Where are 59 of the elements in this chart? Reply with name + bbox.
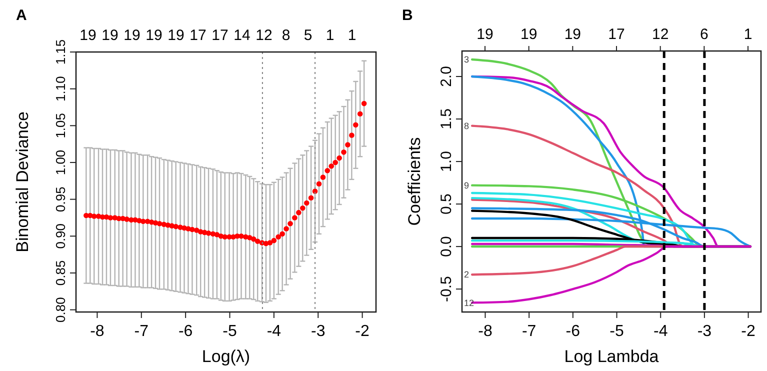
y-tick-label: 1.05 (53, 113, 68, 138)
text: 12 (256, 27, 272, 44)
text: 19 (124, 27, 140, 44)
y-tick-label: 0.80 (53, 297, 68, 322)
text: 17 (212, 27, 228, 44)
text: 14 (234, 27, 250, 44)
chart-title: B (402, 7, 413, 24)
x-tick-label: -4 (266, 323, 282, 340)
text: 19 (476, 26, 494, 43)
text: 19 (520, 26, 538, 43)
y-tick-label: 0.0 (438, 236, 455, 257)
x-tick-label: -2 (355, 323, 370, 340)
text: 6 (700, 26, 708, 43)
text: 19 (146, 27, 162, 44)
text: 12 (652, 26, 669, 43)
chart-title: A (16, 7, 27, 24)
y-tick-label: 1.5 (438, 108, 455, 130)
x-tick-label: -6 (178, 323, 193, 340)
series-label: 2 (464, 270, 470, 280)
text: 19 (564, 26, 582, 43)
x-tick-label: -7 (522, 323, 536, 340)
text: 17 (608, 26, 625, 43)
series-label: 9 (464, 180, 470, 190)
x-tick-label: -3 (311, 323, 326, 340)
series-label: 8 (464, 120, 470, 131)
text: 1 (326, 27, 334, 44)
text: 17 (190, 27, 206, 44)
y-tick-label: -0.5 (438, 276, 455, 302)
x-tick-label: -3 (697, 323, 712, 340)
text: 1 (348, 27, 356, 44)
text: 19 (80, 27, 96, 44)
x-axis-title: Log Lambda (564, 347, 660, 366)
y-tick-label: 1.10 (53, 76, 68, 102)
x-tick-label: -2 (741, 323, 756, 340)
y-tick-label: 1.0 (438, 151, 455, 172)
y-tick-label: 0.95 (53, 186, 68, 212)
text: 19 (168, 27, 184, 44)
x-axis-title: Log(λ) (202, 347, 250, 366)
x-tick-label: -7 (134, 323, 149, 340)
x-tick-label: -6 (566, 323, 580, 340)
x-tick-label: -5 (610, 323, 624, 340)
text: 19 (102, 27, 118, 44)
text: 8 (282, 27, 290, 44)
series-label: 12 (464, 298, 474, 308)
y-tick-label: 1.15 (53, 39, 68, 65)
y-tick-label: 1.00 (53, 150, 68, 176)
y-axis-title: Coefficients (405, 137, 424, 226)
x-tick-label: -8 (90, 323, 104, 340)
y-axis-title: Binomial Deviance (13, 112, 32, 252)
y-tick-label: 2.0 (438, 66, 455, 87)
x-tick-label: -5 (222, 323, 237, 340)
text: 5 (304, 27, 312, 44)
x-tick-label: -8 (478, 323, 492, 340)
x-tick-label: -4 (653, 323, 668, 340)
text: 1 (744, 26, 752, 43)
y-tick-label: 0.85 (53, 260, 68, 286)
y-tick-label: 0.90 (53, 223, 68, 249)
y-tick-label: 0.5 (438, 194, 455, 214)
series-label: 3 (464, 54, 470, 65)
